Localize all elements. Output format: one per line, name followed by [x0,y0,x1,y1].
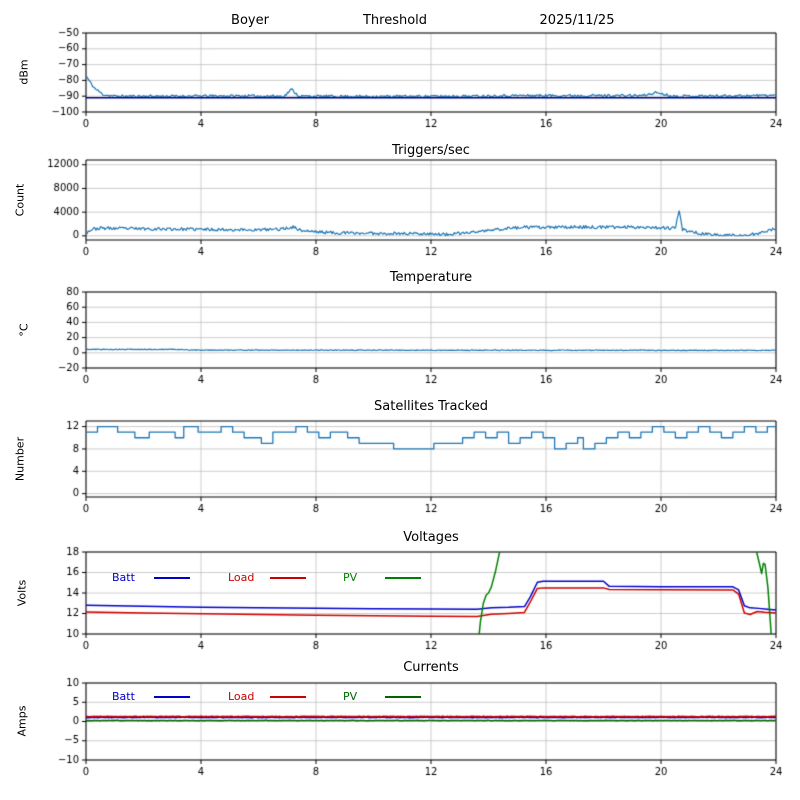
telemetry-dashboard: Boyer Threshold 2025/11/25 Triggers/sec … [0,0,800,800]
plots-canvas [0,0,800,800]
